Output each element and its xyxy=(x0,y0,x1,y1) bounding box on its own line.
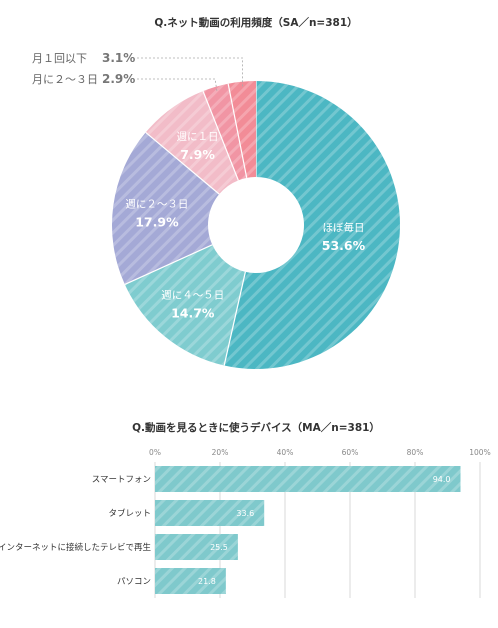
bar-category-label-3: パソコン xyxy=(117,577,151,587)
bar-chart-title: Q.動画を見るときに使うデバイス（MA／n=381） xyxy=(132,421,380,434)
pie-slice-stripes-5 xyxy=(228,81,256,178)
pie-slice-label-1: 週に４～５日 xyxy=(161,289,224,301)
bar-tick-label-60-3: 60% xyxy=(342,448,359,457)
pie-leader-line-5 xyxy=(137,57,243,88)
bar-value-label-1: 33.6 xyxy=(236,509,254,518)
pie-slice-value-3: 7.9% xyxy=(180,147,215,162)
pie-chart-title: Q.ネット動画の利用頻度（SA／n=381） xyxy=(154,16,357,29)
pie-slice-value-2: 17.9% xyxy=(135,214,179,229)
pie-slice-stripes-0 xyxy=(224,81,400,369)
pie-outside-value-5: 3.1% xyxy=(102,51,135,65)
bar-stripes-0 xyxy=(155,466,461,492)
bar-stripes-3 xyxy=(155,568,226,594)
bar-tick-labels: 0% 20% 40% 60% 80% 100% xyxy=(149,448,491,457)
pie-slice-divider-1 xyxy=(223,271,246,366)
bar-tick-label-100-5: 100% xyxy=(469,448,490,457)
pie-slice-value-1: 14.7% xyxy=(171,305,215,320)
pie-slice-divider-3 xyxy=(145,131,220,195)
pie-slice-label-0: ほぼ毎日 xyxy=(322,221,364,234)
bar-tick-label-0-0: 0% xyxy=(149,448,161,457)
bar-tick-label-80-4: 80% xyxy=(407,448,424,457)
bar-category-label-1: タブレット xyxy=(108,508,151,519)
bar-value-label-3: 21.8 xyxy=(198,577,216,586)
pie-outside-value-4: 2.9% xyxy=(102,72,135,86)
pie-slice-stripes-4 xyxy=(203,83,247,181)
pie-slice-divider-5 xyxy=(227,83,248,179)
pie-slice-divider-2 xyxy=(124,244,213,285)
bar-tick-label-40-2: 40% xyxy=(277,448,294,457)
bar-value-label-0: 94.0 xyxy=(433,475,451,484)
bar-tick-label-20-1: 20% xyxy=(212,448,229,457)
pie-slice-stripes-2 xyxy=(111,132,220,285)
bar-category-label-2: インターネットに接続したテレビで再生 xyxy=(0,542,151,553)
pie-slices xyxy=(111,81,400,369)
bar-value-label-2: 25.5 xyxy=(210,543,228,552)
pie-slice-divider-4 xyxy=(202,90,239,181)
bar-stripes-2 xyxy=(155,534,238,560)
pie-slice-label-3: 週に１日 xyxy=(177,131,219,143)
pie-slice-stripes-3 xyxy=(145,91,239,195)
pie-slice-value-0: 53.6% xyxy=(322,238,366,253)
bar-stripes-1 xyxy=(155,500,265,526)
bar-category-label-0: スマートフォン xyxy=(92,475,151,485)
pie-outside-label-5: 月１回以下 xyxy=(32,52,87,65)
pie-slice-stripes-1 xyxy=(124,244,246,366)
bar-bars: 94.0 33.6 25.5 21.8 xyxy=(155,466,461,594)
pie-outside-label-4: 月に２～３日 xyxy=(32,73,98,86)
pie-labels: ほぼ毎日 53.6% 週に４～５日 14.7% 週に２～３日 17.9% 週に１日 7.9% 月… xyxy=(32,51,366,320)
pie-slice-label-2: 週に２～３日 xyxy=(125,198,188,210)
